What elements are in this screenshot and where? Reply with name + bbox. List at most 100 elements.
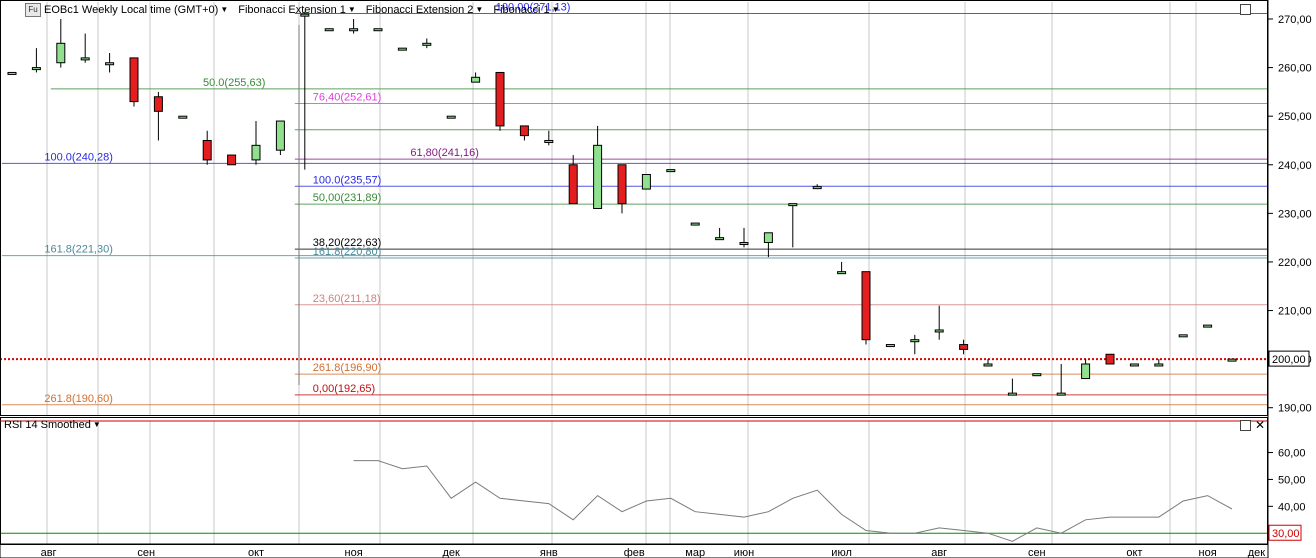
candle-body	[812, 186, 822, 190]
x-tick-label: авг	[931, 547, 947, 558]
chevron-down-icon: ▼	[92, 420, 101, 429]
fib-level-label: 50,00(231,89)	[313, 192, 382, 204]
fib-level-label: 261.8(190,60)	[44, 393, 113, 405]
x-tick-label: дек	[443, 547, 461, 558]
rsi-label-text: RSI 14 Smoothed	[4, 419, 91, 431]
y-tick-label: 270,00	[1278, 14, 1312, 26]
candle-body	[129, 57, 139, 103]
rsi-series-line	[353, 460, 1233, 542]
rsi-level-box	[1268, 524, 1302, 541]
instrument-selector[interactable]: EOBc1 Weekly Local time (GMT+0) ▼	[44, 4, 228, 16]
fib-level-label: 61,80(241,16)	[410, 147, 479, 159]
fib-level-label: 100.0(240,28)	[44, 151, 113, 163]
candle-body	[397, 47, 407, 51]
maximize-icon[interactable]	[1240, 420, 1251, 431]
y-tick-label: 240,00	[1278, 160, 1312, 172]
maximize-icon[interactable]	[1240, 4, 1251, 15]
candle-body	[227, 154, 237, 166]
candle-body	[56, 42, 66, 64]
candle-body	[788, 203, 798, 207]
candle-body	[763, 232, 773, 244]
candle-body	[202, 139, 212, 161]
fib-level-label: 23,60(211,18)	[313, 293, 381, 305]
study-fibonacci-1[interactable]: Fibonacci 1 ▼	[493, 4, 559, 16]
candle-body	[1227, 358, 1237, 362]
chevron-down-icon: ▼	[475, 5, 484, 14]
y-tick-label: 250,00	[1278, 111, 1312, 123]
candle-body	[934, 329, 944, 333]
current-price-label: 200,00	[1272, 354, 1306, 366]
x-tick-label: окт	[248, 547, 264, 558]
candle-body	[373, 28, 383, 32]
candle-body	[7, 71, 17, 75]
candle-body	[1154, 363, 1164, 367]
candle-body	[593, 144, 603, 210]
candle-body	[1105, 353, 1115, 365]
fib-level-label: 76,40(252,61)	[313, 92, 382, 104]
study-label: Fibonacci 1	[493, 4, 550, 16]
x-tick-label: сен	[1028, 547, 1046, 558]
price-grid	[46, 2, 1197, 544]
candle-body	[519, 125, 529, 137]
fib-level-label: 100.0(235,57)	[313, 174, 382, 186]
candle-body	[324, 28, 334, 32]
candle-body	[1032, 373, 1042, 377]
x-tick-label: авг	[41, 547, 57, 558]
y-tick-label: 210,00	[1278, 306, 1312, 318]
study-label: Fibonacci Extension 2	[365, 4, 474, 16]
instrument-label: EOBc1 Weekly Local time (GMT+0)	[44, 4, 219, 16]
chevron-down-icon: ▼	[347, 5, 356, 14]
candle-body	[446, 115, 456, 119]
study-fib-extension-2[interactable]: Fibonacci Extension 2 ▼	[366, 4, 484, 16]
candle-body	[641, 173, 651, 190]
candle-body	[251, 144, 261, 161]
rsi-level-label: 30,00	[1272, 528, 1300, 540]
candle-body	[471, 76, 481, 83]
candles	[7, 11, 1237, 396]
study-label: Fibonacci Extension 1	[238, 4, 346, 16]
candle-body	[275, 120, 285, 151]
y-tick-label: 190,00	[1278, 403, 1312, 415]
y-tick-label: 220,00	[1278, 257, 1312, 269]
close-icon[interactable]: ✕	[1255, 418, 1266, 432]
rsi-y-tick-label: 40,00	[1278, 501, 1306, 513]
fib-level-label: 50.0(255,63)	[203, 77, 265, 89]
rsi-y-tick-label: 60,00	[1278, 448, 1306, 460]
chevron-down-icon: ▼	[551, 5, 560, 14]
candle-body	[349, 28, 359, 32]
rsi-study-label[interactable]: RSI 14 Smoothed ▼	[4, 419, 101, 431]
candle-body	[1081, 363, 1091, 380]
x-tick-label: ноя	[345, 547, 363, 558]
candle-body	[80, 57, 90, 61]
candle-body	[617, 164, 627, 205]
x-tick-label: июл	[831, 547, 852, 558]
candle-body	[1129, 363, 1139, 367]
candle-body	[739, 242, 749, 246]
study-fib-extension-1[interactable]: Fibonacci Extension 1 ▼	[238, 4, 356, 16]
x-tick-label: сен	[137, 547, 155, 558]
fibonacci-lines: 100,00(271,13) 50.0(255,63) 76,40(252,61) 6…	[0, 2, 1268, 406]
fu-icon[interactable]: Fu	[25, 3, 41, 17]
x-tick-label: янв	[540, 547, 558, 558]
x-tick-label: окт	[1126, 547, 1142, 558]
chart-toolbar: EOBc1 Weekly Local time (GMT+0) ▼ Fibona…	[44, 3, 560, 17]
candle-body	[178, 115, 188, 119]
current-price-box	[1268, 350, 1310, 367]
candle-body	[861, 271, 871, 341]
fib-level-label: 161.8(220,80)	[313, 246, 382, 258]
price-pane-frame	[0, 0, 1268, 416]
chevron-down-icon: ▼	[220, 5, 229, 14]
x-tick-label: дек	[1248, 547, 1266, 558]
y-tick-label: 260,00	[1278, 63, 1312, 75]
candle-body	[690, 222, 700, 226]
fib-level-label: 261.8(196,90)	[313, 362, 382, 374]
candle-body	[568, 164, 578, 205]
candle-body	[544, 139, 554, 143]
candle-body	[959, 344, 969, 350]
candle-body	[910, 339, 920, 343]
fib-level-label: 0,00(192,65)	[313, 383, 375, 395]
candle-body	[495, 71, 505, 127]
candle-body	[715, 237, 725, 241]
